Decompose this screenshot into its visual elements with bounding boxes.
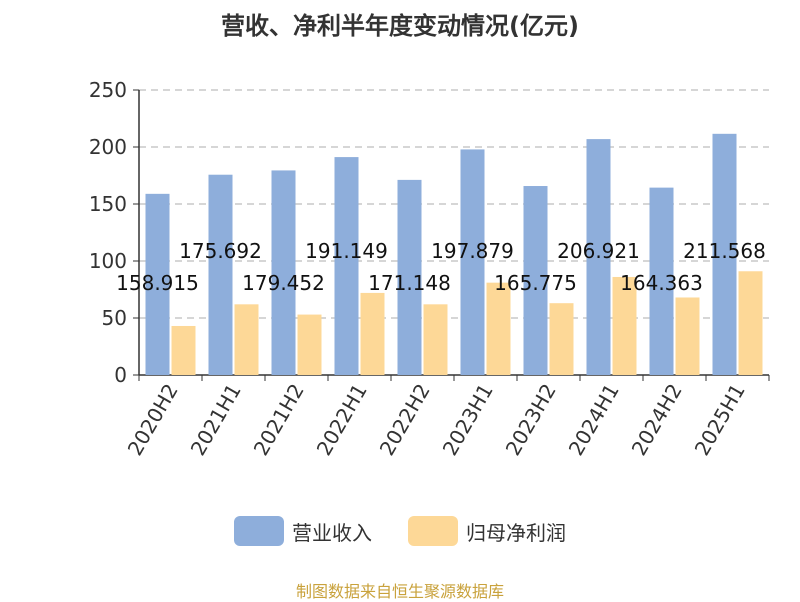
bar-revenue: [208, 174, 233, 375]
data-label-revenue: 175.692: [179, 239, 262, 263]
data-label-revenue: 165.775: [494, 271, 577, 295]
chart-title: 营收、净利半年度变动情况(亿元): [221, 12, 579, 40]
data-source-note: 制图数据来自恒生聚源数据库: [295, 582, 504, 601]
legend-label-revenue: 营业收入: [292, 520, 372, 545]
bar-net-profit: [675, 297, 700, 375]
bar-net-profit: [234, 304, 259, 375]
legend-swatch-net-profit: [408, 516, 458, 546]
data-label-revenue: 197.879: [431, 239, 514, 263]
bar-revenue: [586, 139, 611, 375]
legend-swatch-revenue: [234, 516, 284, 546]
x-tick-label: 2021H1: [186, 380, 246, 460]
bar-revenue: [145, 193, 170, 375]
y-tick-label: 150: [89, 192, 127, 216]
data-label-revenue: 164.363: [620, 271, 703, 295]
data-label-revenue: 171.148: [368, 271, 451, 295]
x-tick-label: 2022H2: [375, 380, 435, 460]
x-tick-label: 2022H1: [312, 380, 372, 460]
x-tick-label: 2020H2: [123, 380, 183, 460]
x-tick-label: 2023H1: [438, 380, 498, 460]
bar-revenue: [712, 133, 737, 375]
bar-revenue: [271, 170, 296, 375]
x-tick-label: 2025H1: [690, 380, 750, 460]
data-label-revenue: 179.452: [242, 271, 325, 295]
chart-legend: 营业收入 归母净利润: [0, 516, 800, 546]
bar-revenue: [334, 157, 359, 375]
data-label-revenue: 191.149: [305, 239, 388, 263]
y-tick-label: 50: [102, 306, 127, 330]
bar-net-profit: [360, 292, 385, 375]
y-tick-label: 200: [89, 135, 127, 159]
data-label-revenue: 158.915: [116, 271, 199, 295]
y-tick-label: 100: [89, 249, 127, 273]
bar-net-profit: [549, 303, 574, 375]
bar-net-profit: [297, 314, 322, 375]
legend-label-net-profit: 归母净利润: [466, 520, 566, 545]
bar-net-profit: [171, 325, 196, 375]
legend-item-net-profit[interactable]: 归母净利润: [408, 516, 566, 546]
bar-revenue: [397, 179, 422, 375]
x-tick-label: 2023H2: [501, 380, 561, 460]
bar-revenue: [460, 149, 485, 375]
bar-revenue: [649, 187, 674, 375]
y-tick-label: 250: [89, 78, 127, 102]
bar-revenue: [523, 186, 548, 375]
bar-net-profit: [486, 282, 511, 375]
data-label-revenue: 206.921: [557, 239, 640, 263]
bar-net-profit: [423, 304, 448, 375]
bar-net-profit: [738, 271, 763, 375]
bar-net-profit: [612, 276, 637, 375]
x-tick-label: 2024H1: [564, 380, 624, 460]
x-tick-label: 2024H2: [627, 380, 687, 460]
y-tick-label: 0: [114, 363, 127, 387]
x-tick-label: 2021H2: [249, 380, 309, 460]
data-label-revenue: 211.568: [683, 239, 766, 263]
legend-item-revenue[interactable]: 营业收入: [234, 516, 372, 546]
